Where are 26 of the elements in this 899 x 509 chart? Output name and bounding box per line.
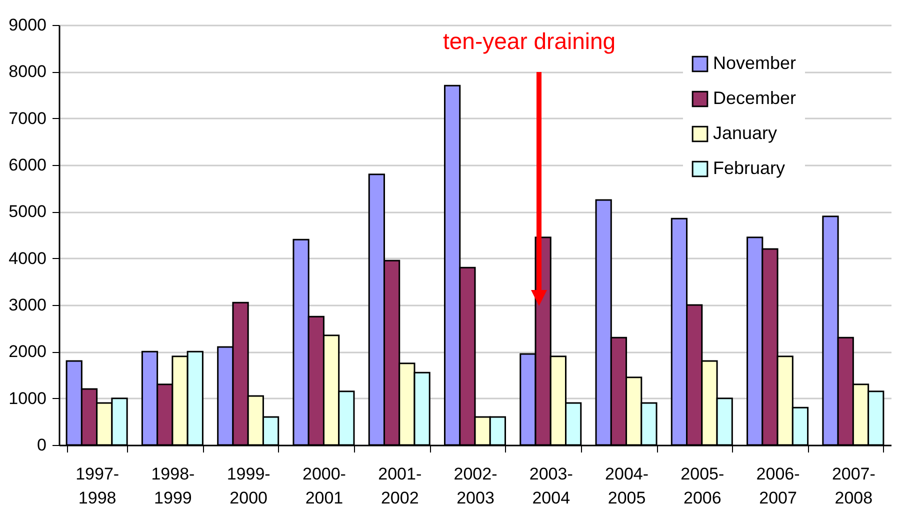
y-tick-label: 5000	[8, 202, 46, 222]
x-tick-label: 2000-2001	[302, 464, 346, 508]
legend-label: January	[713, 123, 778, 143]
x-tick-label: 2002-2003	[454, 464, 498, 508]
legend-label: February	[713, 158, 786, 178]
x-tick-label: 1998-1999	[151, 464, 195, 508]
y-tick-label: 3000	[8, 296, 46, 314]
y-tick-label: 8000	[8, 62, 46, 82]
annotation: ten-year draining	[443, 28, 616, 55]
y-tick-label: 2000	[8, 342, 46, 362]
y-tick-label: 6000	[8, 156, 46, 174]
y-tick-label: 9000	[8, 16, 46, 34]
y-tick-label: 7000	[8, 108, 46, 128]
x-tick-label: 2005-2006	[680, 464, 724, 508]
legend-label: December	[713, 88, 796, 108]
x-tick-label: 2003-2004	[529, 464, 573, 508]
x-tick-label: 1997-1998	[76, 464, 120, 508]
x-tick-label: 2001-2002	[378, 464, 422, 508]
y-tick-label: 1000	[8, 388, 46, 408]
y-tick-label: 4000	[8, 248, 46, 268]
x-tick-label: 1999-2000	[226, 464, 270, 508]
x-tick-label: 2004-2005	[605, 464, 649, 508]
x-tick-label: 2007-2008	[832, 464, 876, 508]
legend-label: November	[713, 53, 796, 73]
y-tick-label: 0	[37, 436, 46, 454]
x-tick-label: 2006-2007	[756, 464, 800, 508]
